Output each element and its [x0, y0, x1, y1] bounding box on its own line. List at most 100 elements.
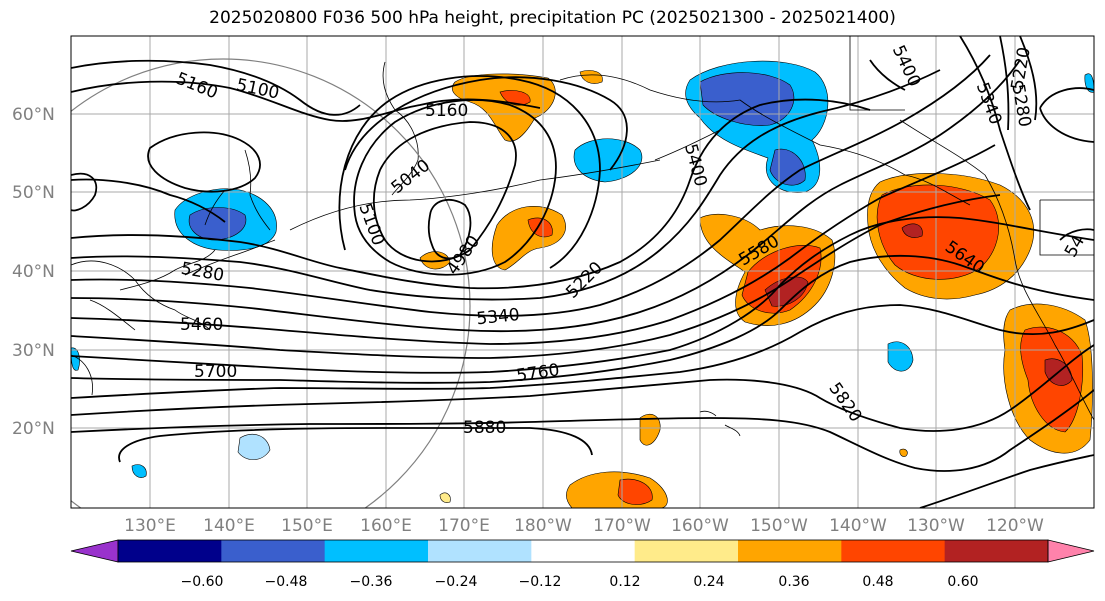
contour-5340-long: [71, 54, 991, 317]
precip-positive-south-dot: [899, 448, 908, 457]
colorbar-segment: [531, 540, 636, 562]
longitude-labels: 130°E 140°E 150°E 160°E 170°E 180°W 170°…: [124, 516, 1044, 536]
contour-label: 5880: [463, 418, 506, 438]
map-title: 2025020800 F036 500 hPa height, precipit…: [209, 8, 896, 28]
precip-positive-south-small: [639, 414, 661, 446]
contour-5100-north: [71, 59, 361, 116]
range-ring: [71, 58, 471, 508]
precip-negative-south: [237, 434, 271, 460]
lon-label: 150°E: [281, 516, 333, 536]
lon-label: 140°E: [203, 516, 255, 536]
lat-label: 40°N: [12, 262, 55, 282]
colorbar-segment: [118, 540, 222, 562]
graticule: [71, 36, 1094, 508]
colorbar-segment: [944, 540, 1049, 562]
coast-kamchatka: [382, 61, 419, 196]
colorbar-tick-label: −0.12: [519, 574, 562, 590]
precip-strong-negative-japan: [188, 207, 247, 241]
contour-east-edge: [1059, 228, 1094, 241]
contour-5760: [71, 344, 1094, 432]
contour-5400-long: [71, 59, 1021, 333]
coast-japan: [184, 149, 276, 276]
coast-canada-box: [849, 36, 1094, 256]
colorbar-tick-label: 0.36: [778, 574, 809, 590]
precip-positive-small-west: [419, 251, 451, 270]
contour-low-outer: [344, 76, 628, 171]
precip-positive-bering: [451, 73, 556, 142]
lat-label: 50°N: [12, 183, 55, 203]
contour-5520: [71, 194, 1001, 359]
contour-5160-north: [71, 80, 541, 122]
lat-label: 60°N: [12, 105, 55, 125]
precip-negative-edge2: [1084, 73, 1094, 93]
lon-label: 160°W: [671, 516, 729, 536]
colorbar-segment: [738, 540, 842, 562]
precip-positive-light: [439, 492, 451, 503]
colorbar-extend-low: [70, 539, 119, 563]
colorbar-tick-label: −0.24: [435, 574, 478, 590]
contour-5820: [71, 389, 1094, 472]
colorbar-segment: [324, 540, 429, 562]
contour-4980: [427, 198, 472, 260]
colorbar-frame: [117, 539, 1049, 563]
contour-5880-east: [919, 454, 1094, 508]
contour-5280-long: [71, 69, 941, 301]
precip-positive-north-small: [579, 70, 603, 84]
precip-negative-aleutian: [573, 138, 643, 183]
contour-5160-eddy: [71, 172, 98, 212]
contour-5340-east: [959, 36, 1031, 211]
contour-5100: [353, 99, 557, 276]
colorbar-ticks: −0.60 −0.48 −0.36 −0.24 −0.12 0.12 0.24 …: [181, 574, 979, 590]
lon-label: 140°W: [829, 516, 887, 536]
contour-5640: [71, 254, 1094, 384]
contour-5400-east: [869, 59, 906, 91]
lon-label: 150°W: [750, 516, 808, 536]
contour-5220-long: [71, 98, 871, 290]
contour-5160-low: [338, 75, 601, 269]
colorbar-tick-label: 0.60: [947, 574, 978, 590]
colorbar-tick-label: 0.24: [693, 574, 724, 590]
colorbar-tick-label: 0.12: [609, 574, 640, 590]
colorbar-tick-label: −0.60: [181, 574, 224, 590]
contour-5280-west: [71, 178, 226, 223]
precip-negative-pacific-east: [887, 341, 914, 372]
colorbar-tick-label: −0.36: [350, 574, 393, 590]
contour-label: 5160: [425, 101, 468, 121]
coast-hawaii: [699, 410, 741, 437]
lon-label: 170°E: [438, 516, 490, 536]
contour-5880-south: [118, 427, 593, 463]
lon-label: 130°W: [907, 516, 965, 536]
precip-negative-south2: [131, 464, 147, 478]
contour-5700: [71, 304, 1094, 399]
lon-label: 170°W: [593, 516, 651, 536]
lon-label: 180°W: [514, 516, 572, 536]
colorbar-segment: [841, 540, 946, 562]
latitude-labels: 60°N 50°N 40°N 30°N 20°N: [12, 105, 55, 439]
map-frame: [70, 35, 1095, 509]
colorbar-segment: [634, 540, 739, 562]
colorbar-tick-label: 0.48: [862, 574, 893, 590]
contour-label: 5460: [180, 315, 223, 335]
precip-positive-eastpac-core: [901, 223, 923, 238]
lon-label: 160°E: [360, 516, 412, 536]
contour-label: 5700: [194, 362, 237, 382]
contour-5040: [372, 121, 517, 263]
contour-5580: [71, 216, 1094, 374]
lon-label: 120°W: [986, 516, 1044, 536]
coast-alaska: [559, 74, 971, 206]
map-plot-area: 5160 5100 5160 5040 5100 4980 5280 5220 …: [71, 36, 1094, 508]
contour-5280-east: [999, 36, 1038, 131]
colorbar-extend-high: [1047, 539, 1095, 563]
precip-strong-negative-alaska: [699, 72, 795, 126]
contour-closed-east: [1039, 87, 1094, 143]
colorbar-segment: [428, 540, 532, 562]
lon-label: 130°E: [124, 516, 176, 536]
colorbar-tick-label: −0.48: [265, 574, 308, 590]
precip-positive-bering-core: [499, 90, 531, 106]
colorbar: [70, 539, 1095, 563]
height-contours: [71, 36, 1094, 508]
lat-label: 30°N: [12, 341, 55, 361]
colorbar-segment: [221, 540, 326, 562]
lat-label: 20°N: [12, 419, 55, 439]
